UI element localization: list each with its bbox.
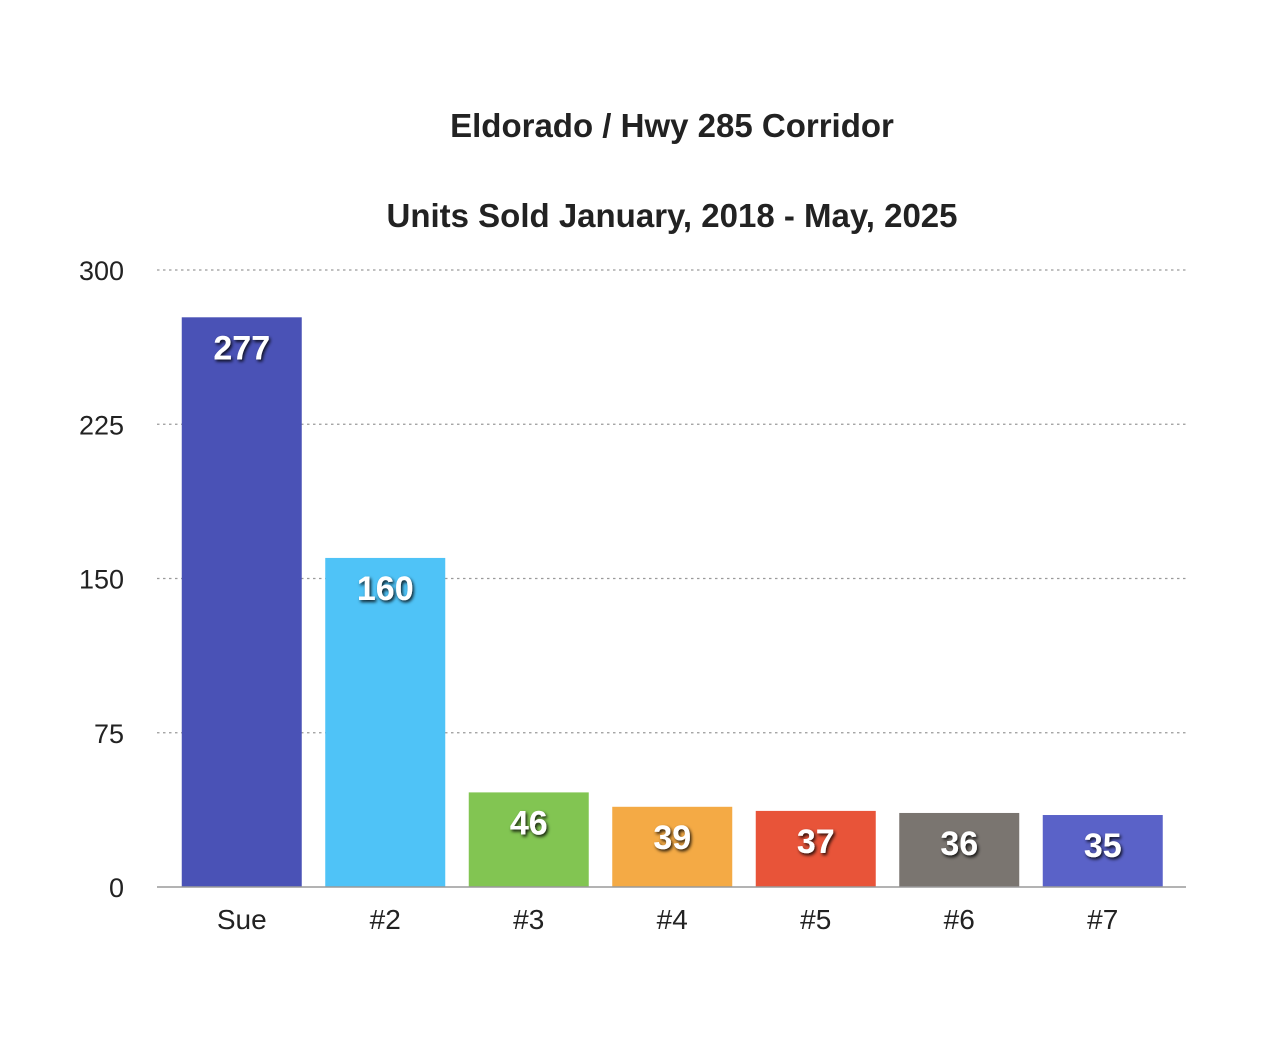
- bar: [325, 557, 446, 887]
- bar: [899, 812, 1020, 887]
- bar: [468, 792, 589, 887]
- bar-value-label: 277: [213, 329, 270, 367]
- y-tick-label: 150: [79, 565, 124, 595]
- x-tick-label: #3: [513, 904, 544, 935]
- x-tick-label: #5: [800, 904, 831, 935]
- chart-subtitle: Units Sold January, 2018 - May, 2025: [386, 197, 957, 234]
- x-tick-label: #7: [1087, 904, 1118, 935]
- bar-value-label: 46: [510, 804, 548, 842]
- gridlines: [157, 269, 1186, 734]
- y-tick-label: 225: [79, 410, 124, 440]
- x-axis-ticks: Sue #2 #3 #4 #5 #6 #7: [217, 904, 1118, 935]
- x-tick-label: #4: [657, 904, 688, 935]
- x-tick-label: Sue: [217, 904, 267, 935]
- y-axis-ticks: 0 75 150 225 300: [79, 256, 124, 903]
- bar-value-label: 39: [653, 819, 691, 857]
- bar: [755, 810, 876, 887]
- bar: [1042, 815, 1163, 887]
- bar: [181, 317, 302, 887]
- bar-value-label: 160: [357, 570, 414, 608]
- data-labels: 277 160 46 39 37 36 35: [213, 329, 1121, 865]
- bars: [181, 317, 1163, 887]
- bar-value-label: 36: [940, 825, 978, 863]
- x-tick-label: #2: [370, 904, 401, 935]
- bar-value-label: 37: [797, 823, 835, 861]
- y-tick-label: 300: [79, 256, 124, 286]
- x-tick-label: #6: [944, 904, 975, 935]
- y-tick-label: 75: [94, 719, 124, 749]
- y-tick-label: 0: [109, 873, 124, 903]
- bar-value-label: 35: [1084, 827, 1122, 865]
- chart-title: Eldorado / Hwy 285 Corridor: [450, 107, 894, 144]
- bar: [612, 806, 733, 887]
